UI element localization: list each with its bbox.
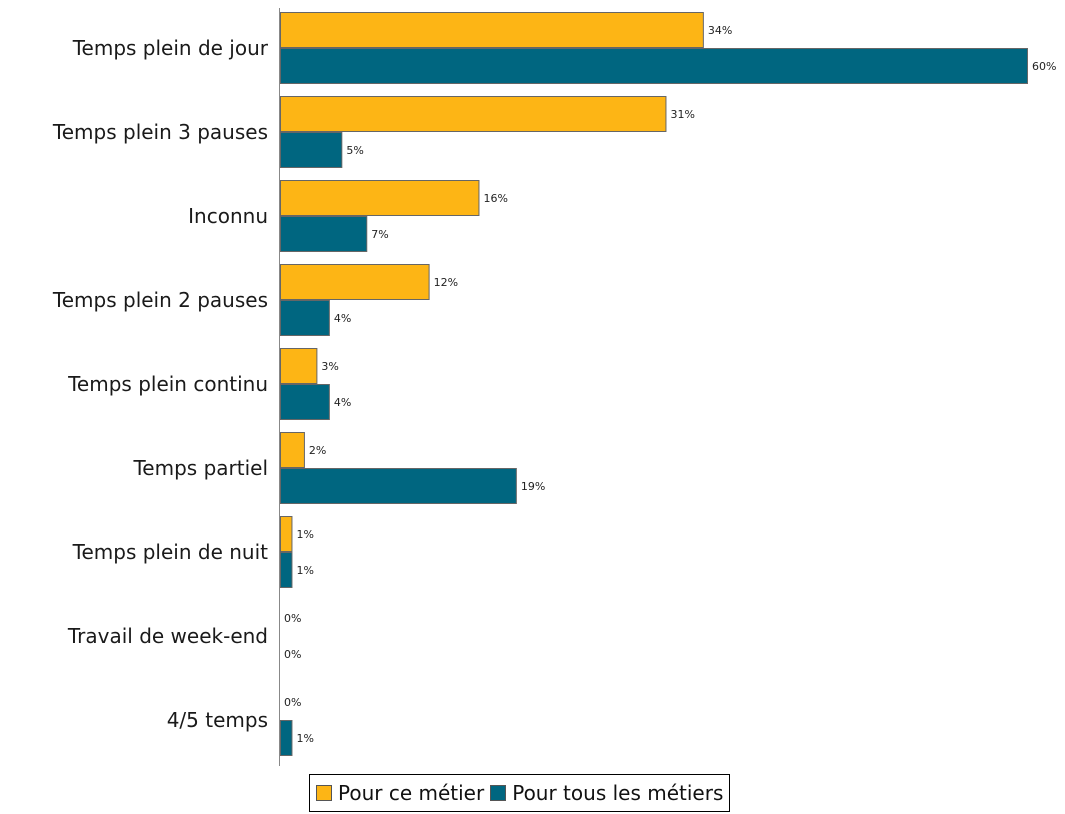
bar-series-1 bbox=[280, 180, 480, 216]
legend-item-series-2: Pour tous les métiers bbox=[490, 781, 723, 805]
bar-series-1 bbox=[280, 264, 430, 300]
value-label: 4% bbox=[334, 312, 351, 325]
legend: Pour ce métier Pour tous les métiers bbox=[309, 774, 731, 812]
value-label: 12% bbox=[434, 276, 458, 289]
bar-series-2 bbox=[280, 216, 368, 252]
legend-label-series-1: Pour ce métier bbox=[338, 781, 485, 805]
category-label: 4/5 temps bbox=[167, 708, 268, 732]
category-labels: Temps plein de jour Temps plein 3 pauses I… bbox=[52, 36, 269, 732]
value-labels: 34% 60% 31% 5% 16% 7% 12% 4% 3% 4% 2% 19% 1% 1% 0% 0% 0%… bbox=[284, 24, 1056, 745]
bar-series-2 bbox=[280, 300, 330, 336]
value-label: 0% bbox=[284, 696, 301, 709]
value-label: 16% bbox=[483, 192, 507, 205]
category-label: Inconnu bbox=[188, 204, 268, 228]
category-label: Temps plein de nuit bbox=[72, 540, 268, 564]
bar-series-2 bbox=[280, 468, 517, 504]
bar-series-2 bbox=[280, 552, 293, 588]
category-label: Temps partiel bbox=[132, 456, 268, 480]
bar-series-1 bbox=[280, 348, 318, 384]
value-label: 4% bbox=[334, 396, 351, 409]
legend-item-series-1: Pour ce métier bbox=[316, 781, 484, 805]
bar-series-1 bbox=[280, 432, 305, 468]
bar-series-2 bbox=[280, 132, 343, 168]
bars bbox=[280, 12, 1028, 756]
value-label: 1% bbox=[296, 528, 313, 541]
category-label: Temps plein continu bbox=[67, 372, 268, 396]
bar-series-1 bbox=[280, 516, 293, 552]
value-label: 19% bbox=[521, 480, 545, 493]
bar-series-1 bbox=[280, 12, 704, 48]
value-label: 0% bbox=[284, 612, 301, 625]
bar-series-2 bbox=[280, 48, 1028, 84]
value-label: 60% bbox=[1032, 60, 1056, 73]
value-label: 1% bbox=[296, 732, 313, 745]
legend-swatch-series-2 bbox=[490, 785, 507, 801]
category-label: Temps plein 2 pauses bbox=[52, 288, 268, 312]
value-label: 5% bbox=[346, 144, 363, 157]
value-label: 0% bbox=[284, 648, 301, 661]
bar-series-2 bbox=[280, 384, 330, 420]
legend-label-series-2: Pour tous les métiers bbox=[512, 781, 724, 805]
category-label: Travail de week-end bbox=[67, 624, 268, 648]
value-label: 34% bbox=[708, 24, 732, 37]
value-label: 1% bbox=[296, 564, 313, 577]
category-label: Temps plein 3 pauses bbox=[52, 120, 268, 144]
value-label: 31% bbox=[670, 108, 694, 121]
bar-series-2 bbox=[280, 720, 293, 756]
value-label: 2% bbox=[309, 444, 326, 457]
bar-series-1 bbox=[280, 96, 667, 132]
bar-chart: Temps plein de jour Temps plein 3 pauses I… bbox=[52, 8, 1056, 766]
value-label: 3% bbox=[321, 360, 338, 373]
category-label: Temps plein de jour bbox=[72, 36, 269, 60]
value-label: 7% bbox=[371, 228, 388, 241]
legend-swatch-series-1 bbox=[316, 785, 332, 801]
